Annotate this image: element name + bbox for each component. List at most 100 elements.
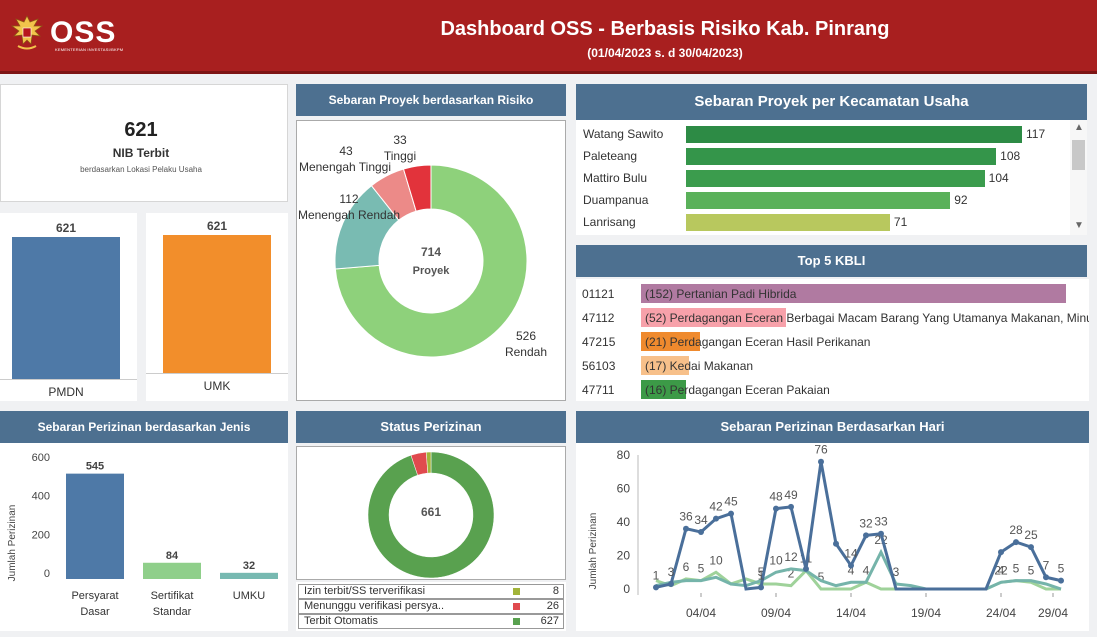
kecamatan-row[interactable]: Duampanua 92 [576, 191, 1070, 211]
kbli-bar[interactable] [641, 332, 700, 351]
kbli-row[interactable]: 47711 (16) Perdagangan Eceran Pakaian [576, 380, 1089, 400]
kecamatan-bar[interactable] [686, 192, 951, 209]
risk-slice-rendah[interactable] [334, 164, 528, 358]
harian-point[interactable] [758, 584, 764, 591]
kbli-bar[interactable] [641, 308, 787, 327]
harian-point[interactable] [803, 565, 809, 572]
harian-xtick: 14/04 [836, 606, 866, 620]
umk-card[interactable]: 621 UMK [146, 213, 288, 401]
harian-point[interactable] [1028, 544, 1034, 551]
pmdn-card[interactable]: 621 PMDN [0, 213, 137, 401]
kecamatan-name: Paleteang [583, 149, 638, 163]
kecamatan-panel: Watang Sawito 117 Paleteang 108 Mattiro Bulu… [576, 120, 1087, 235]
harian-point[interactable] [728, 510, 734, 517]
scroll-up-icon[interactable]: ▲ [1074, 122, 1084, 133]
harian-point-label: 4 [863, 563, 870, 577]
jenis-bar[interactable] [143, 562, 201, 579]
harian-xtick: 29/04 [1038, 606, 1068, 620]
harian-point[interactable] [713, 515, 719, 522]
harian-point[interactable] [1013, 539, 1019, 546]
status-legend-row[interactable]: Terbit Otomatis 627 [298, 614, 564, 629]
kbli-panel: 01121 (152) Pertanian Padi Hibrida 47112 (5… [576, 279, 1089, 401]
harian-ytick: 80 [617, 448, 631, 462]
status-slice-terverifikasi[interactable] [425, 451, 432, 474]
pmdn-label: PMDN [48, 385, 84, 399]
umk-bar[interactable] [163, 235, 271, 373]
pmdn-bar[interactable] [12, 237, 120, 379]
risk-panel: 714 Proyek 526 Rendah 112 Menengah Renda… [296, 120, 566, 401]
harian-point[interactable] [1043, 574, 1049, 581]
status-donut-chart[interactable]: 661 [297, 447, 567, 581]
harian-xtick: 19/04 [911, 606, 941, 620]
kbli-bar[interactable] [641, 380, 686, 399]
harian-point-label: 1 [653, 568, 660, 582]
kbli-row[interactable]: 47112 (52) Perdagangan Eceran Berbagai Ma… [576, 308, 1089, 328]
harian-point[interactable] [848, 562, 854, 569]
harian-point[interactable] [998, 549, 1004, 556]
kbli-bar[interactable] [641, 284, 1066, 303]
nib-card[interactable]: 621 NIB Terbit berdasarkan Lokasi Pelaku… [0, 84, 288, 202]
kecamatan-row[interactable]: Lanrisang 71 [576, 213, 1070, 233]
jenis-ylabel: Jumlah Perizinan [7, 505, 18, 582]
kbli-row[interactable]: 01121 (152) Pertanian Padi Hibrida [576, 284, 1089, 304]
jenis-bar-chart[interactable]: Jumlah Perizinan 600 400 200 0 545 Persyarat… [0, 443, 288, 631]
kecamatan-bar[interactable] [686, 148, 997, 165]
harian-point[interactable] [878, 530, 884, 537]
harian-point-label: 10 [709, 553, 723, 567]
harian-point[interactable] [1058, 577, 1064, 584]
harian-point[interactable] [668, 580, 674, 587]
kecamatan-bar[interactable] [686, 214, 890, 231]
harian-point[interactable] [818, 458, 824, 465]
harian-point-label: 14 [844, 547, 858, 561]
pmdn-value: 621 [55, 221, 77, 235]
harian-point-label: 28 [1009, 523, 1023, 537]
status-legend-row[interactable]: Izin terbit/SS terverifikasi 8 [298, 584, 564, 599]
harian-series-line[interactable] [655, 461, 1062, 591]
harian-point-label: 33 [874, 515, 888, 529]
status-center-value: 661 [421, 505, 441, 519]
harian-ytick: 0 [623, 582, 630, 596]
harian-point[interactable] [773, 505, 779, 512]
jenis-ytick: 600 [32, 452, 50, 464]
harian-line-chart[interactable]: Jumlah Perizinan 80 60 40 20 0 04/04 09/04 14/0… [576, 443, 1089, 631]
harian-point[interactable] [863, 532, 869, 539]
harian-point[interactable] [683, 525, 689, 532]
harian-ytick: 60 [617, 482, 631, 496]
kecamatan-scrollbar[interactable]: ▲ ▼ [1070, 120, 1087, 235]
harian-point[interactable] [698, 529, 704, 536]
kecamatan-row[interactable]: Paleteang 108 [576, 147, 1070, 167]
kbli-code: 47112 [582, 311, 615, 325]
kbli-bar[interactable] [641, 356, 689, 375]
risk-donut-chart[interactable]: 714 Proyek 526 Rendah 112 Menengah Renda… [297, 121, 567, 402]
risk-slice-tinggi[interactable] [402, 164, 432, 212]
status-slice-terbit-otomatis[interactable] [367, 451, 495, 579]
harian-point[interactable] [788, 503, 794, 510]
kbli-row[interactable]: 56103 (17) Kedai Makanan [576, 356, 1089, 376]
umk-label: UMK [203, 379, 231, 393]
harian-point-label: 45 [724, 495, 738, 509]
kecamatan-name: Mattiro Bulu [583, 171, 648, 185]
scroll-thumb[interactable] [1072, 140, 1085, 170]
jenis-ytick: 400 [32, 491, 50, 503]
harian-point-label: 49 [784, 488, 798, 502]
kecamatan-bar[interactable] [686, 170, 985, 187]
jenis-bar-value: 84 [166, 550, 179, 562]
jenis-bar[interactable] [220, 572, 278, 579]
kecamatan-row[interactable]: Watang Sawito 117 [576, 125, 1070, 145]
jenis-bar-label: Standar [153, 606, 192, 618]
harian-series-line[interactable] [655, 548, 1062, 591]
jenis-bar[interactable] [66, 473, 124, 579]
status-legend-row[interactable]: Menunggu verifikasi persya.. 26 [298, 599, 564, 614]
status-legend-swatch [513, 603, 520, 610]
kecamatan-bar[interactable] [686, 126, 1022, 143]
scroll-down-icon[interactable]: ▼ [1074, 220, 1084, 231]
kbli-panel-title: Top 5 KBLI [576, 245, 1087, 277]
status-legend-label: Terbit Otomatis [304, 615, 378, 627]
jenis-panel-title: Sebaran Perizinan berdasarkan Jenis [0, 411, 288, 443]
kecamatan-row[interactable]: Mattiro Bulu 104 [576, 169, 1070, 189]
kbli-row[interactable]: 47215 (21) Perdagangan Eceran Hasil Perik… [576, 332, 1089, 352]
date-range: (01/04/2023 s. d 30/04/2023) [587, 46, 743, 60]
harian-point[interactable] [653, 584, 659, 591]
jenis-bar-label: Dasar [80, 606, 110, 618]
harian-point[interactable] [833, 540, 839, 547]
